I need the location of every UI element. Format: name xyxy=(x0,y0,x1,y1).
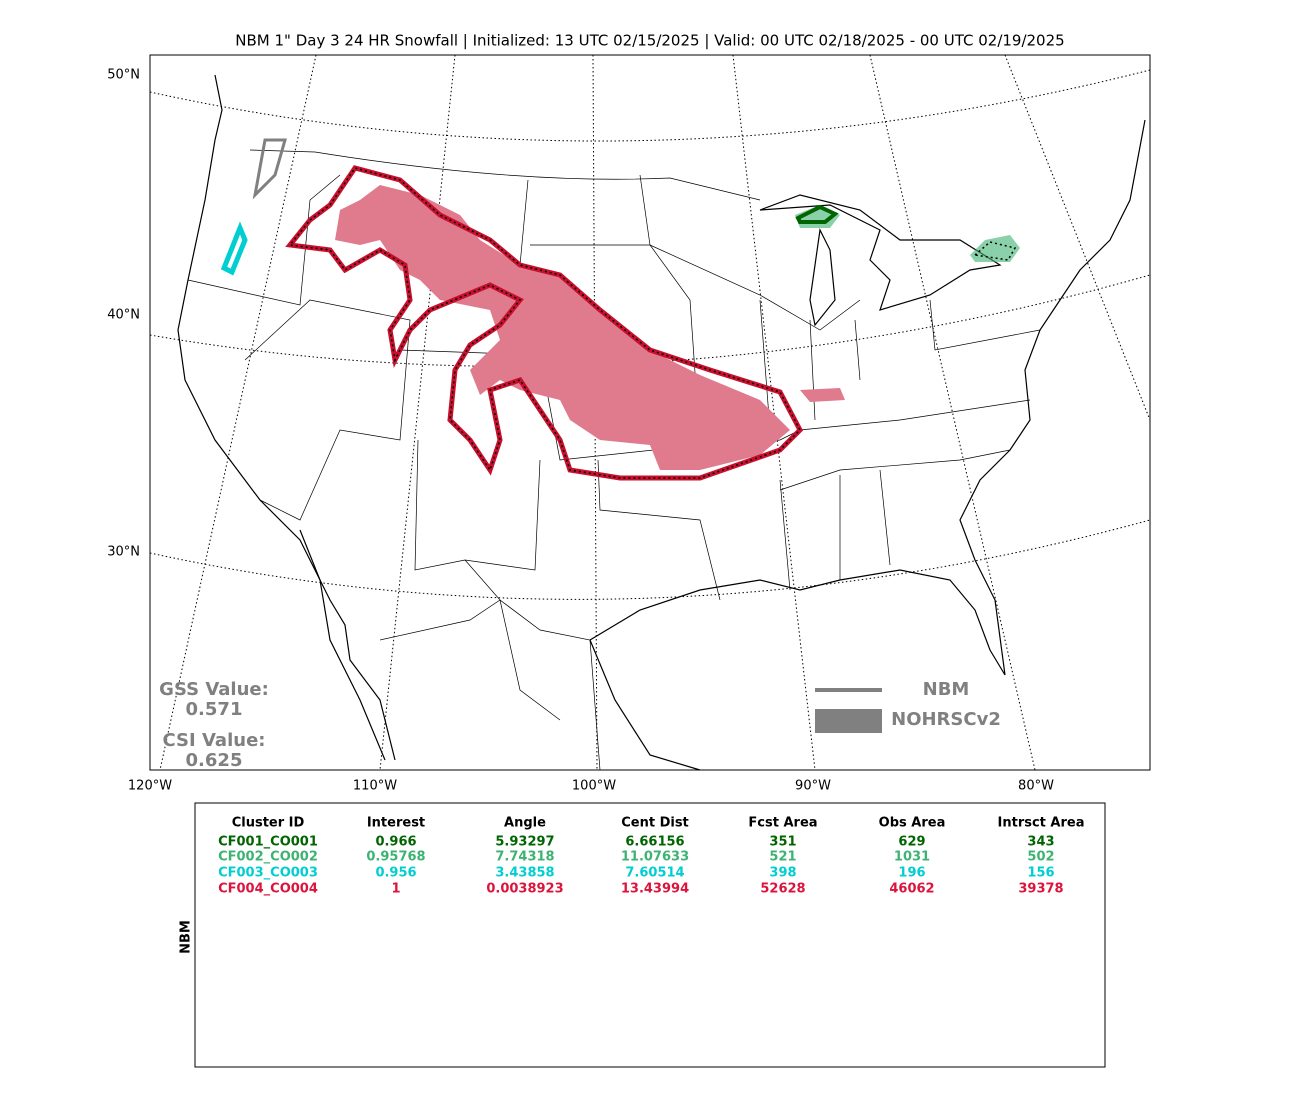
table: Cluster ID Interest Angle Cent Dist Fcst Are… xyxy=(218,816,1084,897)
score-value: 0.625 xyxy=(186,750,243,771)
table-cell: 13.43994 xyxy=(621,882,689,897)
table-cell: 0.0038923 xyxy=(486,882,563,897)
table-cell: 196 xyxy=(898,866,925,881)
table-cell: 6.66156 xyxy=(625,835,684,850)
lat-label: 30°N xyxy=(107,545,140,560)
table-cell: 3.43858 xyxy=(495,866,554,881)
legend-label: NBM xyxy=(923,679,970,700)
table-header: Obs Area xyxy=(879,816,946,831)
clusters xyxy=(220,138,1020,481)
lon-label: 90°W xyxy=(795,779,831,794)
table-cell: 398 xyxy=(769,866,796,881)
table-cell: 11.07633 xyxy=(621,850,689,865)
table-cell: 46062 xyxy=(889,882,934,897)
table-cell: CF002_CO002 xyxy=(218,850,318,865)
table-cell: 1031 xyxy=(894,850,930,865)
score-value: 0.571 xyxy=(186,699,243,720)
table-cell: 0.966 xyxy=(375,835,416,850)
table-cell: CF003_CO003 xyxy=(218,866,318,881)
score-label: GSS Value: xyxy=(159,679,269,700)
table-cell: CF004_CO004 xyxy=(218,882,318,897)
table-cell: 502 xyxy=(1027,850,1054,865)
table-cell: 7.74318 xyxy=(495,850,554,865)
table-cell: 39378 xyxy=(1018,882,1063,897)
table-header: Angle xyxy=(504,816,546,831)
table-header: Intrsct Area xyxy=(998,816,1085,831)
table-cell: 0.95768 xyxy=(366,850,425,865)
table-cell: 521 xyxy=(769,850,796,865)
lat-label: 40°N xyxy=(107,308,140,323)
table-header: Cent Dist xyxy=(621,816,689,831)
table-header: Interest xyxy=(367,816,425,831)
table-cell: 156 xyxy=(1027,866,1054,881)
table-frame xyxy=(194,802,1106,1068)
table-cell: 5.93297 xyxy=(495,835,554,850)
legend-label: NOHRSCv2 xyxy=(891,709,1001,730)
table-cell: 7.60514 xyxy=(625,866,684,881)
lon-label: 120°W xyxy=(128,779,172,794)
table-header: Cluster ID xyxy=(232,816,305,831)
table-header: Fcst Area xyxy=(748,816,817,831)
lon-label: 100°W xyxy=(572,779,616,794)
lon-label: 110°W xyxy=(353,779,397,794)
legend-patch xyxy=(815,709,882,733)
table-cell: 0.956 xyxy=(375,866,416,881)
lon-label: 80°W xyxy=(1018,779,1054,794)
table-cell: 343 xyxy=(1027,835,1054,850)
table-cell: 1 xyxy=(391,882,400,897)
table-side-label: NBM xyxy=(179,920,194,954)
table-cell: 629 xyxy=(898,835,925,850)
axis-labels: 50°N 40°N 30°N 120°W 110°W 100°W 90°W 80°W xyxy=(107,68,1054,794)
score-label: CSI Value: xyxy=(163,730,266,751)
lat-label: 50°N xyxy=(107,68,140,83)
table-cell: CF001_CO001 xyxy=(218,835,318,850)
title: NBM 1" Day 3 24 HR Snowfall | Initialize… xyxy=(235,32,1064,50)
coastlines xyxy=(177,74,1146,771)
table-cell: 52628 xyxy=(760,882,805,897)
table-cell: 351 xyxy=(769,835,796,850)
map: NBM NOHRSCv2 GSS Value: 0.571 CSI Value:… xyxy=(149,54,1151,771)
